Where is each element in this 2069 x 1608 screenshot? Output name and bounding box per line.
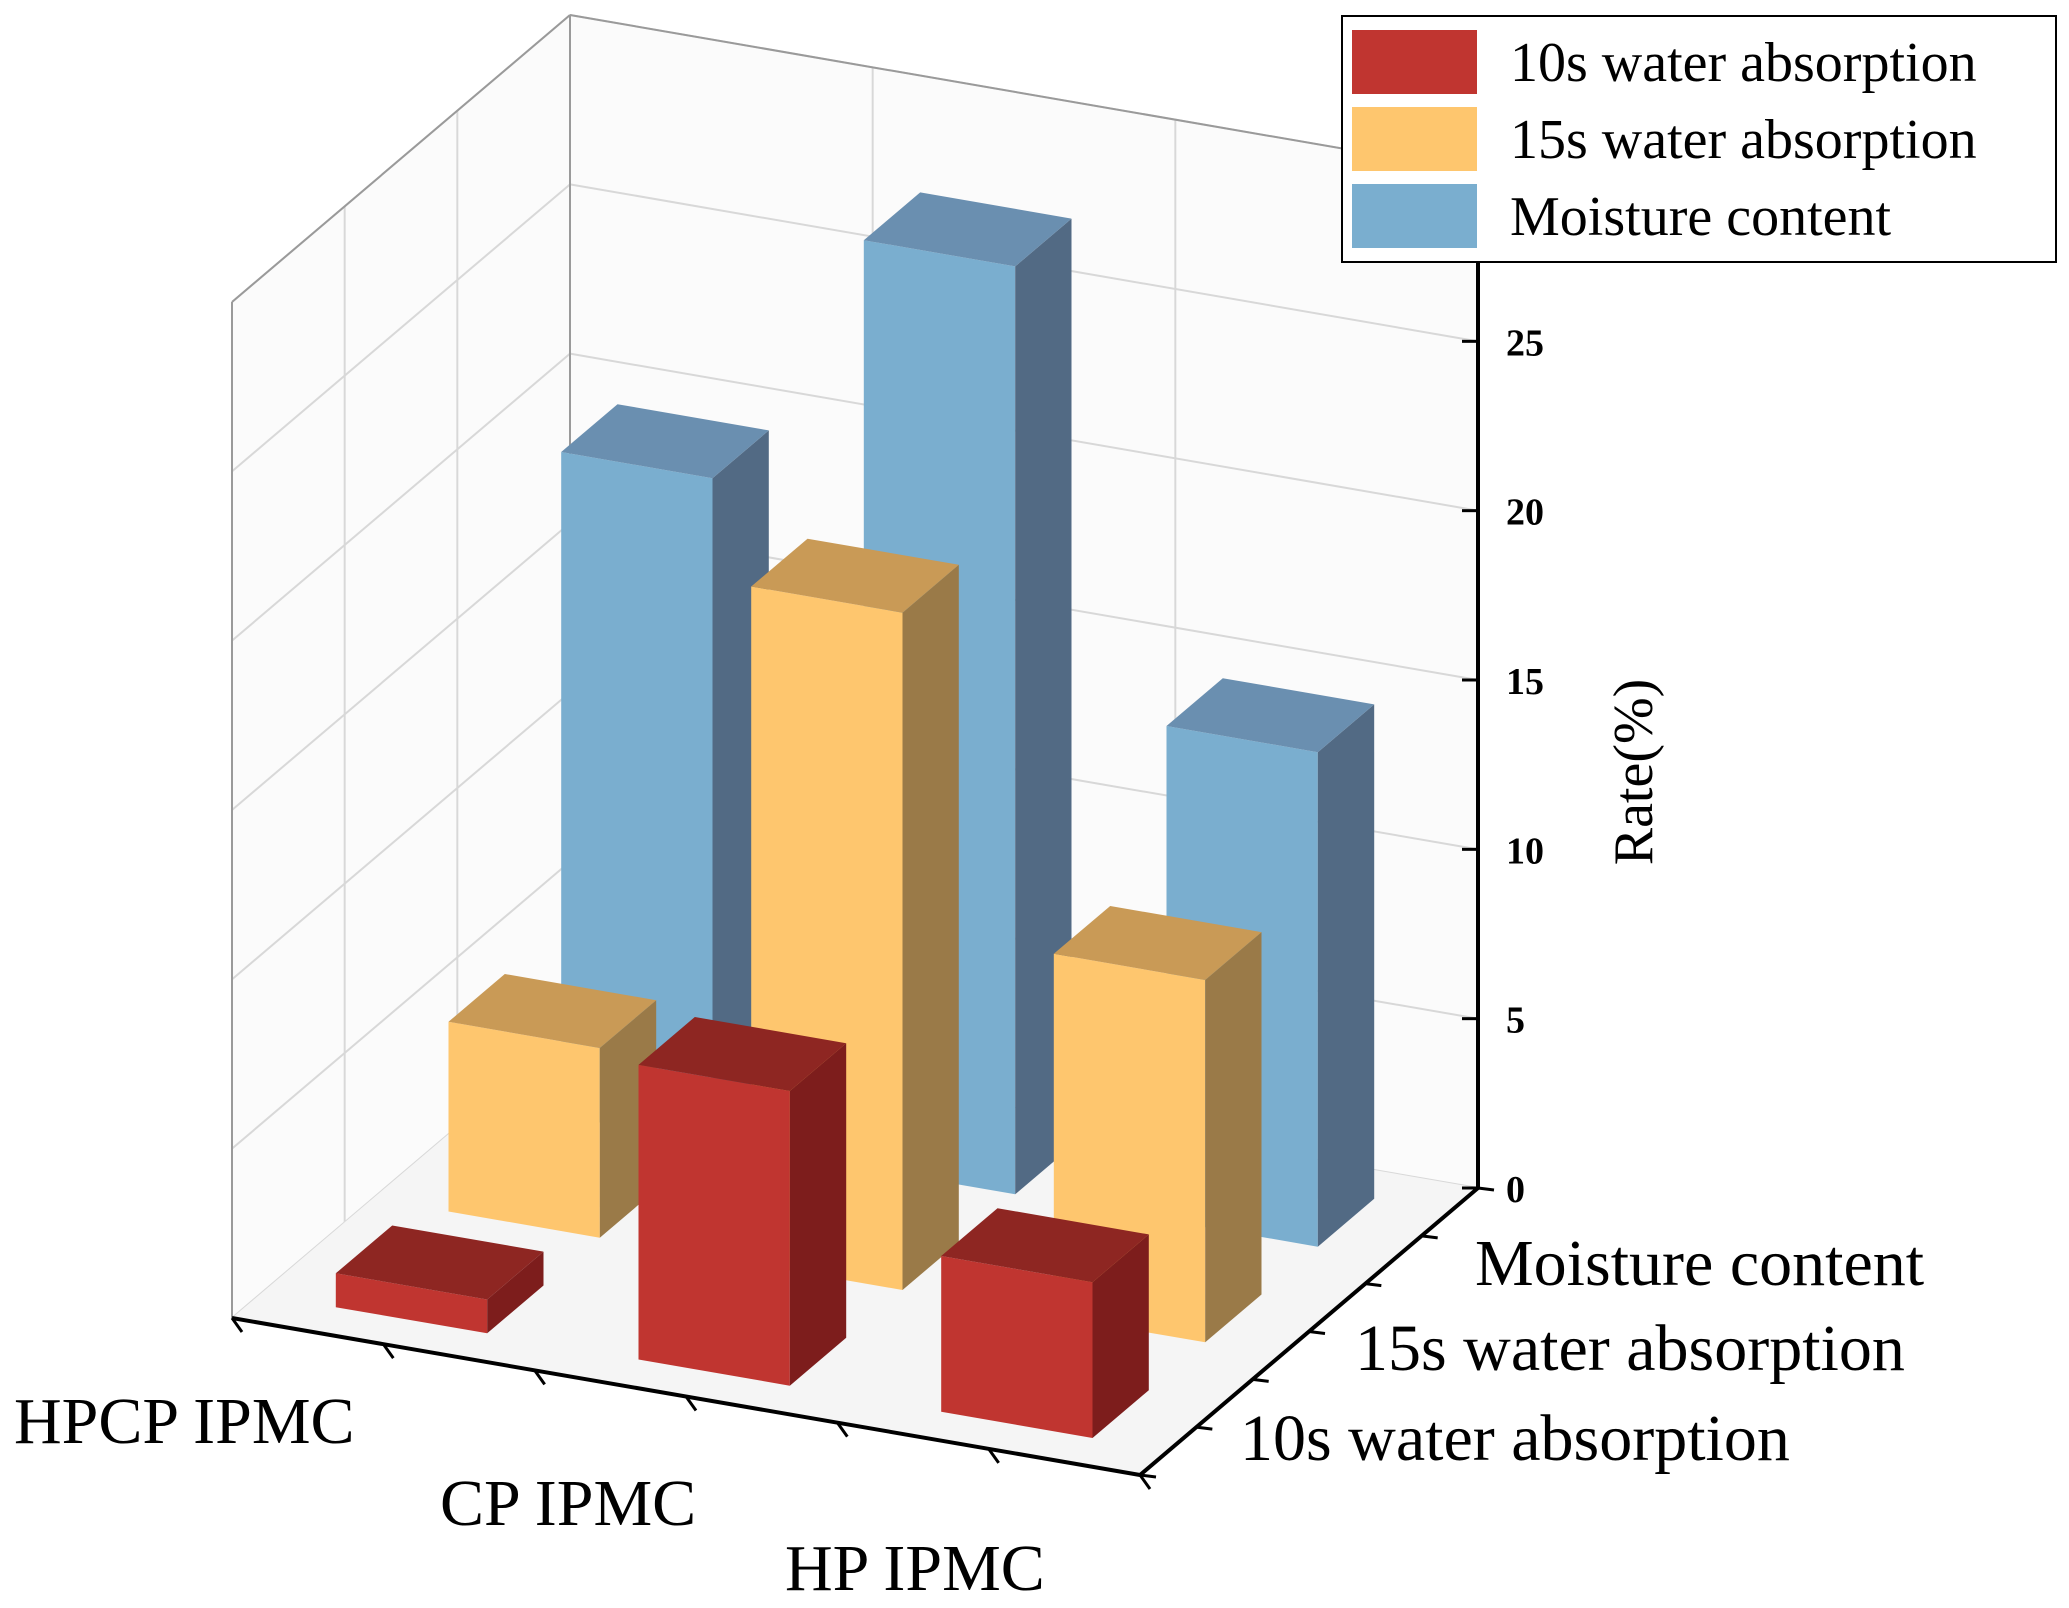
bar-top-face <box>751 538 959 613</box>
legend-label: 10s water absorption <box>1510 32 1977 94</box>
bar-side-face <box>902 564 959 1290</box>
legend-swatch <box>1352 184 1477 248</box>
y-tick <box>1139 1473 1157 1479</box>
wall-edge <box>231 14 571 303</box>
legend-label: Moisture content <box>1510 186 1891 248</box>
legend-swatch <box>1352 30 1477 94</box>
y-category-label: 10s water absorption <box>1240 1402 1790 1475</box>
y-tick <box>1308 1330 1326 1335</box>
bar-front-face <box>561 452 713 1142</box>
y-category-label: Moisture content <box>1475 1227 1924 1300</box>
y-tick <box>1252 1377 1269 1383</box>
bar-side-face <box>789 1043 847 1386</box>
x-tick <box>1138 1474 1152 1490</box>
bars <box>335 192 1375 1438</box>
bar-side-face <box>1015 218 1072 1195</box>
z-tick-label: 15 <box>1506 661 1544 703</box>
y-category-label: 15s water absorption <box>1355 1312 1905 1385</box>
bar-top-face <box>638 1017 847 1091</box>
y-tick <box>1477 1186 1495 1192</box>
bar-top-face <box>941 1208 1149 1283</box>
bar-top-face <box>1166 678 1375 753</box>
bar-side-face <box>1317 704 1375 1247</box>
gridline-left <box>231 860 571 1150</box>
bar-front-face <box>638 1064 790 1386</box>
bar-top-face <box>335 1225 544 1300</box>
bar-side-face <box>1092 1234 1149 1438</box>
x-category-label: HPCP IPMC <box>14 1385 355 1458</box>
bar-side-face <box>487 1251 544 1334</box>
gridline-left <box>231 522 571 811</box>
y-tick <box>1196 1425 1213 1431</box>
x-tick <box>987 1447 1000 1464</box>
bar-top-face <box>448 974 657 1048</box>
z-tick-label: 25 <box>1506 322 1544 364</box>
y-tick <box>1421 1234 1438 1240</box>
legend-swatch <box>1352 107 1477 171</box>
bar-front-face <box>335 1273 488 1334</box>
axes <box>230 14 1495 1490</box>
bar <box>638 1017 847 1386</box>
gridline-left <box>231 183 571 473</box>
gridline-left <box>231 352 571 642</box>
legend: 10s water absorption 15s water absorption… <box>1341 15 2057 263</box>
bar-top-face <box>1053 906 1262 980</box>
z-tick-label: 5 <box>1506 1000 1525 1042</box>
x-tick <box>684 1395 698 1412</box>
x-tick <box>533 1369 546 1386</box>
x-tick <box>836 1421 849 1438</box>
bar-top-face <box>561 404 769 479</box>
z-axis-title: Rate(%) <box>1603 679 1665 866</box>
z-tick-label: 20 <box>1506 492 1544 534</box>
bar <box>448 974 657 1238</box>
y-tick <box>1365 1282 1382 1288</box>
z-tick-label: 0 <box>1506 1169 1525 1211</box>
bar-front-face <box>448 1021 600 1238</box>
legend-label: 15s water absorption <box>1510 109 1977 171</box>
bar-front-face <box>941 1256 1093 1438</box>
x-tick <box>382 1343 395 1360</box>
bar <box>335 1225 544 1334</box>
bar <box>941 1208 1149 1438</box>
x-category-label: CP IPMC <box>440 1467 696 1540</box>
x-tick <box>230 1317 244 1333</box>
wall-edge <box>569 14 1479 173</box>
x-category-label: HP IPMC <box>785 1532 1045 1603</box>
gridline-left <box>231 691 571 981</box>
bar-side-face <box>1205 932 1262 1343</box>
bar-top-face <box>863 192 1072 267</box>
z-tick-label: 10 <box>1506 830 1544 872</box>
